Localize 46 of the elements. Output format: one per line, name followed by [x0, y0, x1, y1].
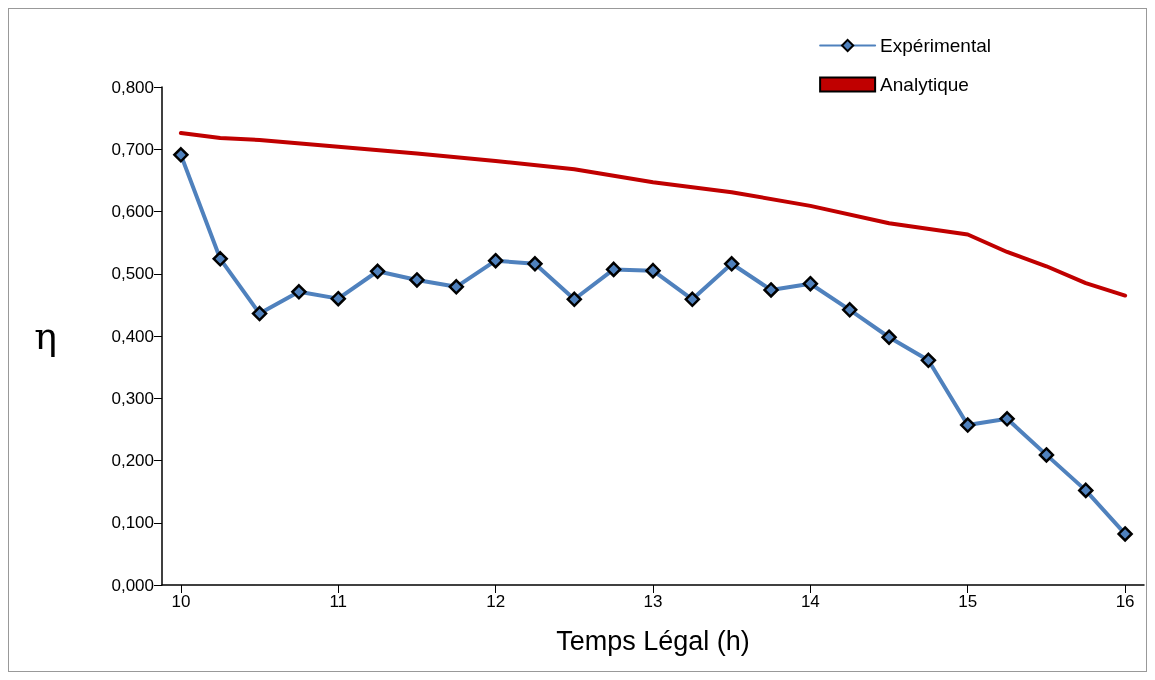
- point: [1117, 526, 1133, 542]
- point: [251, 305, 268, 322]
- point: [566, 291, 583, 308]
- point: [881, 329, 897, 345]
- point: [448, 279, 465, 295]
- x-tick-label: 10: [171, 592, 191, 611]
- x-tick-label: 14: [800, 592, 820, 611]
- point: [684, 291, 701, 308]
- point: [409, 272, 425, 288]
- point: [723, 256, 740, 272]
- point: [487, 252, 504, 269]
- legend-label: Expérimental: [880, 35, 992, 56]
- point: [841, 302, 858, 318]
- y-tick-label: 0,700: [111, 139, 154, 159]
- legend-label: Analytique: [880, 74, 969, 95]
- y-tick-label: 0,100: [111, 513, 154, 533]
- line-series: [178, 131, 1128, 298]
- point: [291, 284, 307, 300]
- y-tick-label: 0,400: [111, 326, 154, 346]
- y-axis-title: η: [34, 314, 57, 358]
- point: [802, 275, 819, 292]
- x-tick-label: 13: [643, 592, 663, 611]
- y-tick-label: 0,800: [111, 77, 154, 97]
- y-tick-label: 0,000: [111, 575, 154, 595]
- point: [212, 251, 228, 267]
- point: [369, 263, 386, 280]
- point: [173, 147, 189, 163]
- point: [605, 261, 622, 278]
- x-axis-title: Temps Légal (h): [556, 625, 750, 656]
- point: [527, 256, 543, 272]
- point: [1078, 482, 1094, 499]
- point: [920, 352, 937, 369]
- y-tick-label: 0,200: [111, 451, 154, 470]
- point: [330, 290, 347, 307]
- y-tick-label: 0,300: [111, 388, 154, 408]
- y-tick-label: 0,600: [111, 202, 154, 221]
- x-tick-label: 12: [486, 592, 506, 611]
- point: [645, 262, 661, 279]
- point: [763, 282, 779, 298]
- x-tick-label: 15: [958, 592, 978, 611]
- x-tick-label: 11: [329, 592, 348, 611]
- y-tick-label: 0,500: [111, 264, 154, 284]
- point: [959, 417, 976, 433]
- point: [999, 411, 1015, 427]
- x-tick-label: 16: [1115, 592, 1135, 611]
- point: [1038, 447, 1055, 463]
